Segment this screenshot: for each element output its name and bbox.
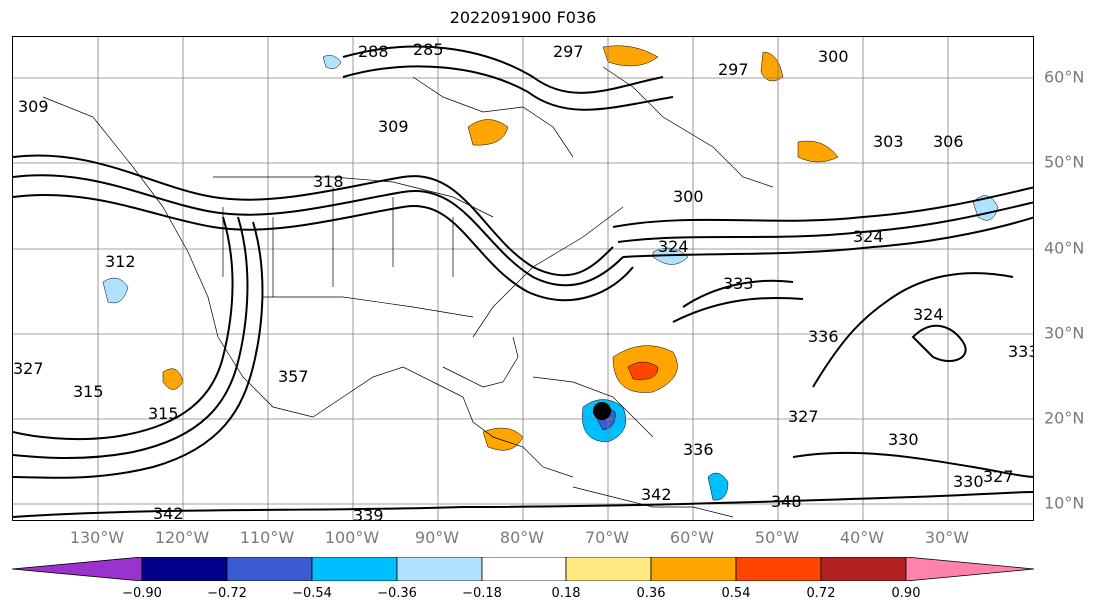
negative-shade [652, 247, 689, 265]
colorbar-tick: 0.36 [636, 586, 666, 601]
colorbar-bin [311, 556, 398, 582]
negative-shade [102, 277, 129, 304]
contour-label: 315 [148, 404, 179, 423]
lon-label: 90°W [414, 528, 460, 547]
lat-label: 30°N [1044, 323, 1085, 343]
contour-label: 333 [1008, 342, 1034, 361]
contour-label: 333 [723, 274, 754, 293]
negative-shade [322, 55, 342, 69]
plot-title: 2022091900 F036 [449, 8, 597, 27]
colorbar-extend-low [11, 556, 143, 582]
positive-shade [162, 368, 184, 390]
lon-label: 60°W [669, 528, 715, 547]
colorbar-bin [650, 556, 737, 582]
lon-label: 120°W [154, 528, 210, 547]
colorbar-tick: 0.54 [721, 586, 751, 601]
colorbar-bin [820, 556, 907, 582]
contour-label: 309 [18, 97, 49, 116]
graticule [13, 37, 1033, 520]
lat-label: 10°N [1044, 493, 1085, 513]
contour-label: 324 [853, 227, 884, 246]
colorbar-bin [565, 556, 652, 582]
colorbar-bin [226, 556, 313, 582]
colorbar-tick: −0.90 [122, 586, 162, 601]
contour-label: 327 [788, 407, 819, 426]
contour-label: 357 [278, 367, 309, 386]
storm-center-marker [593, 402, 611, 420]
negative-shade [707, 472, 729, 501]
colorbar-tick: −0.72 [207, 586, 247, 601]
contour-label: 324 [913, 305, 944, 324]
contour-label: 327 [13, 359, 44, 378]
contour-label: 315 [73, 382, 104, 401]
contour-label: 288 [358, 42, 389, 61]
colorbar-bin [141, 556, 228, 582]
contour-label: 300 [673, 187, 704, 206]
contour-label: 339 [353, 506, 384, 521]
positive-shade [482, 427, 524, 451]
contour-lines [13, 45, 1033, 518]
lon-label: 80°W [499, 528, 545, 547]
contour-label-group: 309 285 288 297 300 303 306 309 318 300 … [13, 40, 1034, 521]
contour-label: 348 [771, 492, 802, 511]
contour-label: 318 [313, 172, 344, 191]
lon-label: 30°W [924, 528, 970, 547]
positive-shade [760, 51, 784, 82]
map-svg: 309 285 288 297 300 303 306 309 318 300 … [13, 37, 1034, 521]
map-panel: 309 285 288 297 300 303 306 309 318 300 … [12, 36, 1034, 521]
colorbar [11, 556, 1035, 582]
lat-label: 60°N [1044, 67, 1085, 87]
colorbar-extend-high [905, 556, 1035, 582]
colorbar-svg [11, 556, 1035, 582]
colorbar-tick: 0.18 [551, 586, 581, 601]
colorbar-bin [735, 556, 822, 582]
contour-label: 306 [933, 132, 964, 151]
lon-label: 40°W [839, 528, 885, 547]
coastlines [42, 66, 774, 518]
contour-label: 342 [641, 485, 672, 504]
strong-positive-shade [627, 361, 659, 380]
colorbar-tick: 0.72 [806, 586, 836, 601]
contour-label: 285 [413, 40, 444, 59]
colorbar-tick: 0.90 [891, 586, 921, 601]
lon-label: 100°W [324, 528, 380, 547]
contour-label: 330 [888, 430, 919, 449]
contour-label: 309 [378, 117, 409, 136]
contour-label: 336 [683, 440, 714, 459]
colorbar-bin [396, 556, 483, 582]
lat-label: 40°N [1044, 238, 1085, 258]
positive-shade [602, 45, 659, 67]
lon-label: 70°W [584, 528, 630, 547]
lon-label: 110°W [239, 528, 295, 547]
positive-shade [797, 140, 839, 163]
contour-label: 297 [553, 42, 584, 61]
contour-label: 297 [718, 60, 749, 79]
colorbar-tick: −0.54 [292, 586, 332, 601]
contour-label: 330 [953, 472, 984, 491]
contour-label: 342 [153, 504, 184, 521]
positive-shade [467, 119, 509, 146]
lat-label: 50°N [1044, 152, 1085, 172]
contour-label: 300 [818, 47, 849, 66]
contour-label: 312 [105, 252, 136, 271]
lon-label: 130°W [69, 528, 125, 547]
lon-label: 50°W [754, 528, 800, 547]
colorbar-bin [481, 556, 567, 582]
contour-label: 303 [873, 132, 904, 151]
contour-label: 324 [658, 237, 689, 256]
contour-label: 336 [808, 327, 839, 346]
lat-label: 20°N [1044, 408, 1085, 428]
shading-layer [102, 45, 999, 501]
contour-label: 327 [983, 467, 1014, 486]
colorbar-tick: −0.36 [377, 586, 417, 601]
colorbar-tick: −0.18 [462, 586, 502, 601]
